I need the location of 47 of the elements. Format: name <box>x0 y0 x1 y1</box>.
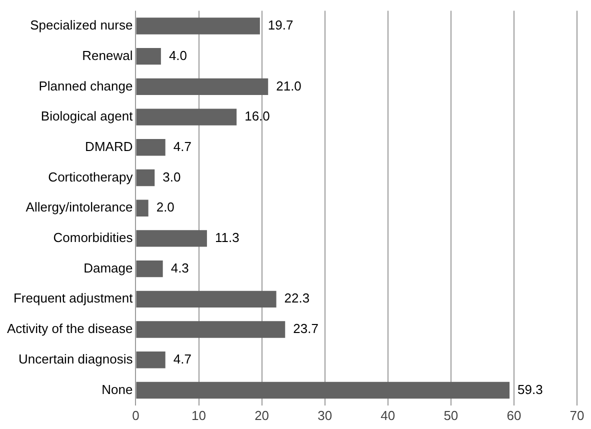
data-label: 4.7 <box>173 351 192 366</box>
x-tick-label: 40 <box>380 408 396 423</box>
y-tick-label: Damage <box>84 260 133 276</box>
bar <box>136 169 155 186</box>
data-label: 21.0 <box>276 78 302 94</box>
bar <box>136 78 268 96</box>
data-label: 11.3 <box>214 230 240 246</box>
y-tick-label: Activity of the disease <box>6 321 133 336</box>
data-label: 59.3 <box>518 382 543 397</box>
y-tick-label: Corticotherapy <box>48 169 134 184</box>
y-tick-label: None <box>102 382 133 397</box>
bar <box>136 290 276 308</box>
x-tick-label: 60 <box>506 408 522 423</box>
bar <box>136 108 237 126</box>
data-label: 3.0 <box>162 169 181 184</box>
y-tick-label: Renewal <box>82 48 133 63</box>
y-tick-label: Comorbidities <box>53 230 134 246</box>
bar <box>136 18 260 34</box>
x-tick-label: 70 <box>570 408 584 423</box>
x-tick-label: 30 <box>318 408 332 423</box>
data-label: 4.0 <box>168 48 188 63</box>
data-label: 23.7 <box>293 321 318 336</box>
y-tick-label: Planned change <box>38 78 133 94</box>
bar <box>136 139 166 156</box>
y-tick-label: Uncertain diagnosis <box>18 351 134 366</box>
data-label: 16.0 <box>244 108 270 124</box>
x-tick-label: 50 <box>444 408 458 423</box>
x-tick-label: 10 <box>192 408 206 423</box>
data-label: 2.0 <box>156 200 174 215</box>
x-tick-label: 20 <box>254 408 270 423</box>
bar <box>136 260 163 278</box>
data-label: 19.7 <box>268 18 294 33</box>
y-tick-label: Allergy/intolerance <box>26 200 133 215</box>
bar <box>136 321 286 338</box>
bar <box>136 352 166 368</box>
data-label: 4.3 <box>170 260 189 276</box>
bar <box>136 48 161 65</box>
y-tick-label: Biological agent <box>40 108 134 124</box>
data-label: 22.3 <box>284 290 310 306</box>
bar <box>136 230 207 247</box>
data-label: 4.7 <box>173 138 192 154</box>
y-tick-label: Frequent adjustment <box>13 290 134 306</box>
bar <box>136 382 510 399</box>
bar <box>136 200 148 216</box>
x-tick-label: 0 <box>132 408 140 423</box>
y-tick-label: Specialized nurse <box>30 18 133 33</box>
y-tick-label: DMARD <box>85 138 133 154</box>
